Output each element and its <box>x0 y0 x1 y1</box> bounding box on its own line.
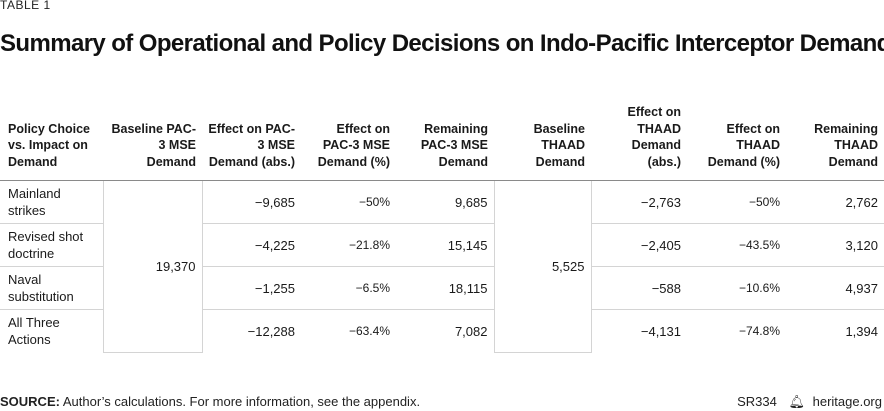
thaad-pct-cell: −43.5% <box>687 223 786 267</box>
summary-table: Policy Choice vs. Impact on Demand Basel… <box>0 98 884 353</box>
source-label: SOURCE: <box>0 394 60 409</box>
site-name: heritage.org <box>812 394 882 409</box>
column-header: Baseline THAAD Demand <box>494 98 591 181</box>
pac3-abs-cell: −1,255 <box>202 266 301 310</box>
table-row: All Three Actions −12,288 −63.4% 7,082 −… <box>0 310 884 353</box>
thaad-abs-cell: −588 <box>591 266 687 310</box>
column-header: Remaining THAAD Demand <box>786 98 884 181</box>
column-header: Remaining PAC-3 MSE Demand <box>396 98 494 181</box>
thaad-abs-cell: −4,131 <box>640 323 681 339</box>
pac3-remaining-cell: 7,082 <box>454 323 488 339</box>
column-header: Effect on THAAD Demand (abs.) <box>591 98 687 181</box>
row-label: Naval substitution <box>0 266 103 310</box>
pac3-abs-cell: −12,288 <box>247 323 295 339</box>
baseline-thaad-cell: 5,525 <box>493 180 592 353</box>
column-header: Effect on THAAD Demand (%) <box>687 98 786 181</box>
column-header: Effect on PAC-3 MSE Demand (%) <box>301 98 396 181</box>
thaad-remaining-cell: 4,937 <box>786 266 884 310</box>
pac3-abs-cell: −9,685 <box>202 180 301 224</box>
row-label: All Three Actions <box>8 315 60 347</box>
table-row: Revised shot doctrine −4,225 −21.8% 15,1… <box>0 223 884 267</box>
pac3-pct-cell: −50% <box>301 180 396 224</box>
credit-line: SR334 🔔︎ heritage.org <box>737 394 882 410</box>
pac3-remaining-cell: 15,145 <box>396 223 494 267</box>
header-row: Policy Choice vs. Impact on Demand Basel… <box>0 98 884 181</box>
table-number: TABLE 1 <box>0 0 51 12</box>
bell-icon: 🔔︎ <box>788 394 805 409</box>
thaad-abs-cell: −2,405 <box>591 223 687 267</box>
pac3-pct-cell: −63.4% <box>348 323 390 338</box>
column-header: Baseline PAC-3 MSE Demand <box>103 98 202 181</box>
thaad-remaining-cell: 2,762 <box>786 180 884 224</box>
pac3-remaining-cell: 18,115 <box>396 266 494 310</box>
table-row: Mainland strikes 19,370 −9,685 −50% 9,68… <box>0 180 884 353</box>
thaad-pct-cell: −50% <box>687 180 786 224</box>
pac3-remaining-cell: 9,685 <box>396 180 494 224</box>
pac3-pct-cell: −6.5% <box>301 266 396 310</box>
baseline-pac3-cell: 19,370 <box>102 180 203 353</box>
column-header: Policy Choice vs. Impact on Demand <box>0 98 103 181</box>
column-header: Effect on PAC-3 MSE Demand (abs.) <box>202 98 301 181</box>
report-id: SR334 <box>737 394 777 409</box>
row-label: Revised shot doctrine <box>0 223 103 267</box>
pac3-abs-cell: −4,225 <box>202 223 301 267</box>
page-title: Summary of Operational and Policy Decisi… <box>0 30 884 57</box>
source-text: Author’s calculations. For more informat… <box>59 394 421 409</box>
thaad-pct-cell: −74.8% <box>738 323 780 338</box>
thaad-abs-cell: −2,763 <box>591 180 687 224</box>
thaad-remaining-cell: 1,394 <box>845 323 878 339</box>
thaad-pct-cell: −10.6% <box>687 266 786 310</box>
table-row: Naval substitution −1,255 −6.5% 18,115 −… <box>0 266 884 310</box>
source-note: SOURCE: Author’s calculations. For more … <box>0 394 420 409</box>
row-label: Mainland strikes <box>0 180 103 224</box>
thaad-remaining-cell: 3,120 <box>786 223 884 267</box>
pac3-pct-cell: −21.8% <box>301 223 396 267</box>
